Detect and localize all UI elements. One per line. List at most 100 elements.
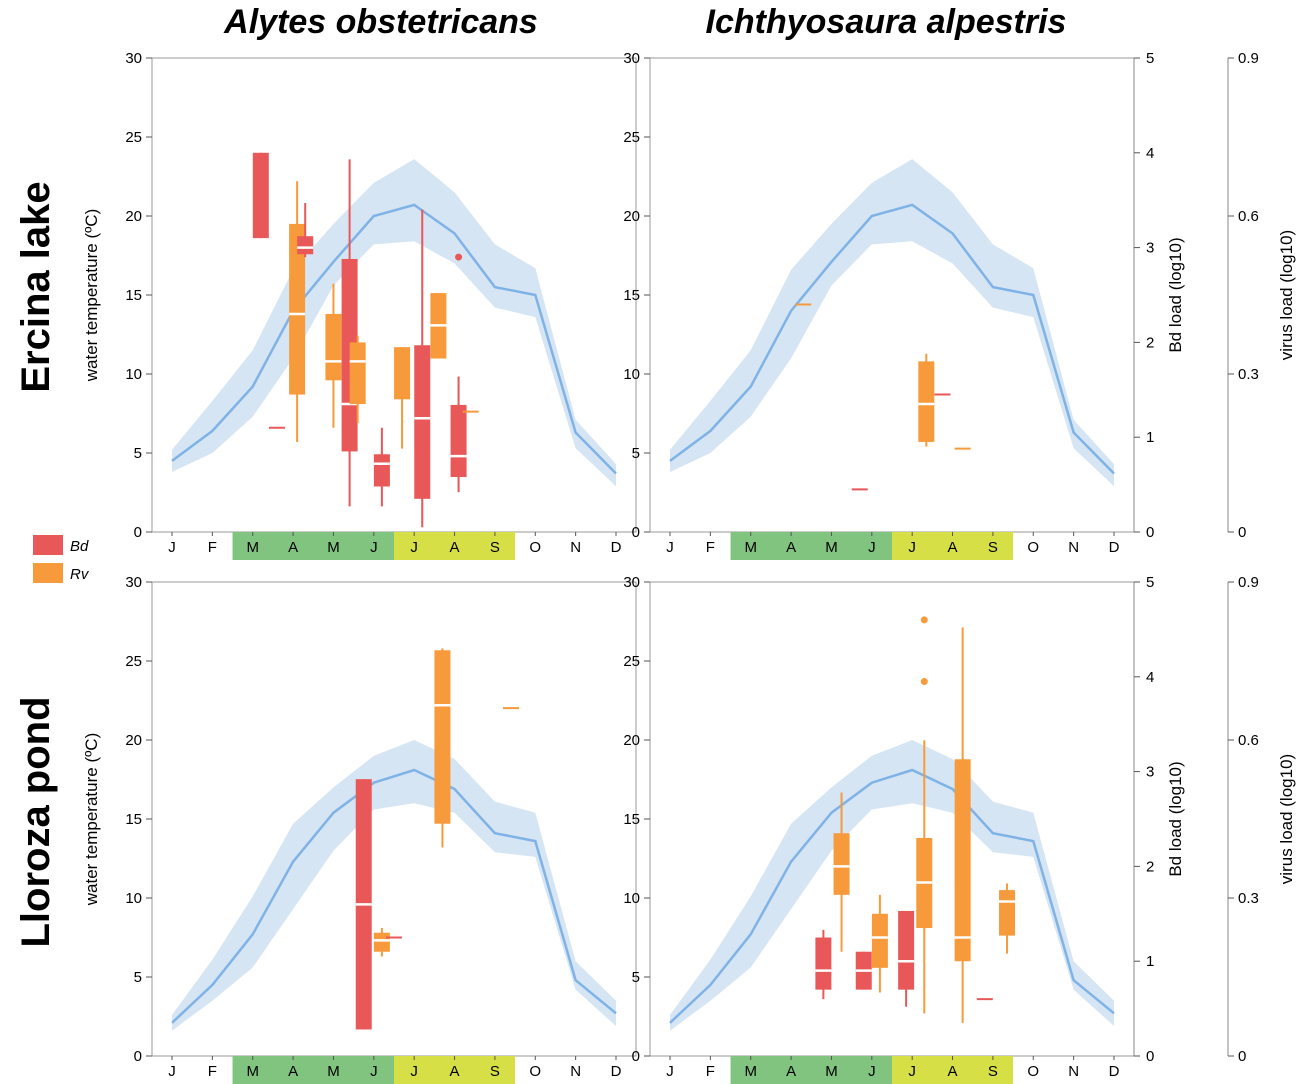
panel-frame [649,57,1135,533]
month-label: M [825,1063,838,1080]
virus-axis-label: virus load (log10) [1277,754,1296,884]
bd-tick-label: 0 [1146,524,1154,541]
panel-1: 0 5 10 15 20 25 30 0 1 2 3 4 5 Bd load (log10) 0 0.3 0.6… [623,50,1296,560]
box-rv-10 [430,293,447,359]
temp-tick-label: 5 [632,445,640,462]
temp-tick-label: 20 [623,208,640,225]
box-body [414,345,431,499]
season-band-spring [730,532,892,560]
month-label: N [570,1063,581,1080]
box-body [918,361,935,442]
box-bd-11 [450,253,467,493]
month-label: A [948,539,958,556]
box-rv-4 [325,283,342,428]
box-rv-5 [916,616,933,1014]
month-label: S [988,539,998,556]
temperature-line [171,203,617,475]
bd-tick-label: 5 [1146,50,1154,67]
box-body [394,347,411,400]
box-bd-9 [414,209,431,528]
temperature-band [670,740,1114,1031]
temp-tick-label: 10 [125,890,142,907]
month-label: A [288,539,298,556]
temp-tick-label: 15 [125,287,142,304]
month-label: A [948,1063,958,1080]
month-label: M [246,1063,259,1080]
virus-tick-label: 0.9 [1238,50,1259,67]
temp-tick-label: 0 [134,1048,142,1065]
box-bd-0 [252,152,269,239]
box-body [373,932,390,952]
box-body [999,890,1016,936]
month-label: N [1068,539,1079,556]
box-rv-2 [918,353,935,447]
box-rv-8 [394,347,411,449]
legend-label-bd: Bd [70,538,89,555]
bd-tick-label: 1 [1146,429,1154,446]
month-label: J [410,539,418,556]
month-label: J [410,1063,418,1080]
month-label: J [168,539,176,556]
temp-tick-label: 30 [623,50,640,67]
temp-tick-label: 25 [623,653,640,670]
month-label: S [988,1063,998,1080]
month-label: O [1027,539,1039,556]
box-body [898,910,915,990]
box-rv-6 [954,627,971,1023]
temp-tick-label: 5 [632,969,640,986]
box-bd-2 [855,951,872,990]
month-label: A [288,1063,298,1080]
temp-tick-label: 5 [134,445,142,462]
month-label: J [868,539,876,556]
box-rv-3 [434,648,451,848]
temp-tick-label: 30 [125,50,142,67]
bd-tick-label: 3 [1146,240,1154,257]
box-body [434,650,451,824]
season-band-summer [394,1056,516,1084]
virus-tick-label: 0.3 [1238,890,1259,907]
month-label: J [908,1063,916,1080]
virus-tick-label: 0.6 [1238,208,1259,225]
temperature-line [669,768,1115,1024]
temp-tick-label: 10 [623,366,640,383]
month-label: F [706,1063,715,1080]
month-label: D [611,539,622,556]
temp-tick-label: 10 [125,366,142,383]
month-label: J [168,1063,176,1080]
month-label: A [450,539,460,556]
row-title-lloroza: Lloroza pond [14,696,58,947]
box-body [349,342,366,405]
temp-tick-label: 25 [623,129,640,146]
temperature-band [172,740,616,1031]
temp-tick-label: 0 [632,524,640,541]
bd-tick-label: 1 [1146,953,1154,970]
box-rv-1 [833,792,850,952]
month-label: J [370,1063,378,1080]
bd-tick-label: 4 [1146,669,1154,686]
temp-tick-label: 0 [632,1048,640,1065]
season-band-spring [232,532,394,560]
legend-swatch-rv [33,563,63,583]
box-body [373,454,390,487]
virus-tick-label: 0 [1238,524,1246,541]
month-label: J [666,539,674,556]
temperature-line [669,203,1115,475]
box-rv-8 [999,883,1016,954]
box-body [815,937,832,990]
virus-axis-label: virus load (log10) [1277,230,1296,360]
month-label: J [908,539,916,556]
bd-tick-label: 2 [1146,334,1154,351]
temp-axis-label: water temperature (ºC) [82,209,101,382]
box-outlier [920,616,928,624]
month-label: M [744,539,757,556]
month-label: M [744,1063,757,1080]
month-label: N [1068,1063,1079,1080]
virus-tick-label: 0.3 [1238,366,1259,383]
box-body [833,833,850,895]
month-label: A [450,1063,460,1080]
bd-tick-label: 0 [1146,1048,1154,1065]
temp-tick-label: 5 [134,969,142,986]
bd-tick-label: 3 [1146,764,1154,781]
month-label: M [246,539,259,556]
